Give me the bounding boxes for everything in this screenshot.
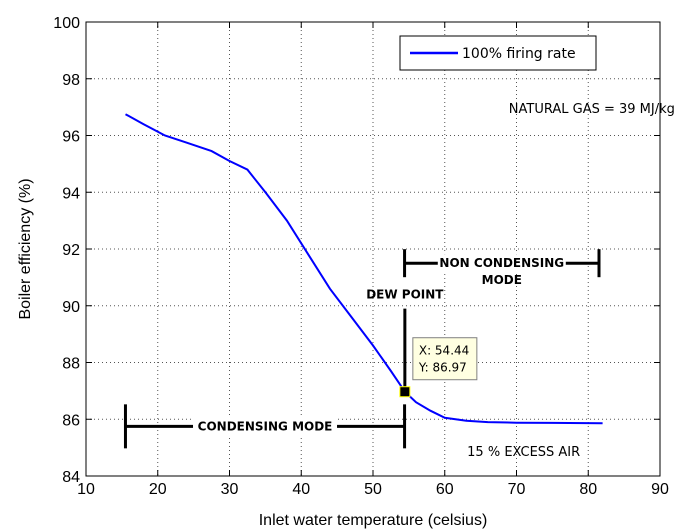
x-tick-label: 10	[77, 481, 95, 498]
tick-labels: 10 20 30 40 50 60 70 80 90 84 86 88 90 92 94 96 98 100	[53, 15, 669, 498]
datatip-marker[interactable]	[399, 386, 411, 398]
plot-frame	[85, 21, 661, 477]
condensing-label-background	[193, 417, 338, 436]
dew-point-label: DEW POINT	[366, 288, 444, 302]
plot-area	[86, 22, 660, 476]
x-tick-label: 30	[221, 481, 239, 498]
y-tick-label: 88	[62, 356, 80, 373]
x-tick-label: 80	[579, 481, 597, 498]
legend: 100% firing rate	[399, 35, 597, 71]
series-line-firing-rate	[125, 113, 603, 425]
x-tick-label: 50	[364, 481, 382, 498]
x-tick-label: 60	[436, 481, 454, 498]
y-tick-label: 100	[53, 15, 80, 32]
condensing-mode-label: CONDENSING MODE	[198, 419, 333, 433]
datatip-y-text: Y: 86.97	[418, 361, 467, 375]
datatip-x-text: X: 54.44	[419, 344, 469, 358]
x-tick-label: 70	[508, 481, 526, 498]
non-condensing-label-line2: MODE	[482, 273, 522, 287]
datatip-box	[412, 337, 478, 381]
excess-air-annotation: 15 % EXCESS AIR	[467, 445, 580, 460]
datatip[interactable]: X: 54.44 Y: 86.97	[399, 337, 478, 398]
non-condensing-label-background	[437, 254, 566, 273]
y-tick-label: 84	[62, 469, 80, 486]
annotations: CONDENSING MODE NON CONDENSING MODE DEW …	[123, 102, 675, 460]
x-tick-label: 40	[292, 481, 310, 498]
x-tick-label: 90	[651, 481, 669, 498]
legend-entry: 100% firing rate	[462, 46, 576, 62]
fuel-annotation: NATURAL GAS = 39 MJ/kg	[509, 102, 675, 117]
y-tick-label: 92	[62, 242, 80, 259]
y-tick-label: 90	[62, 299, 80, 316]
y-tick-label: 96	[62, 129, 80, 146]
non-condensing-label-line1: NON CONDENSING	[439, 256, 564, 270]
y-tick-label: 86	[62, 412, 80, 429]
x-axis-label: Inlet water temperature (celsius)	[259, 512, 488, 529]
y-tick-label: 94	[62, 185, 80, 202]
x-tick-label: 20	[149, 481, 167, 498]
y-tick-label: 98	[62, 72, 80, 89]
y-axis-label: Boiler efficiency (%)	[17, 178, 34, 319]
